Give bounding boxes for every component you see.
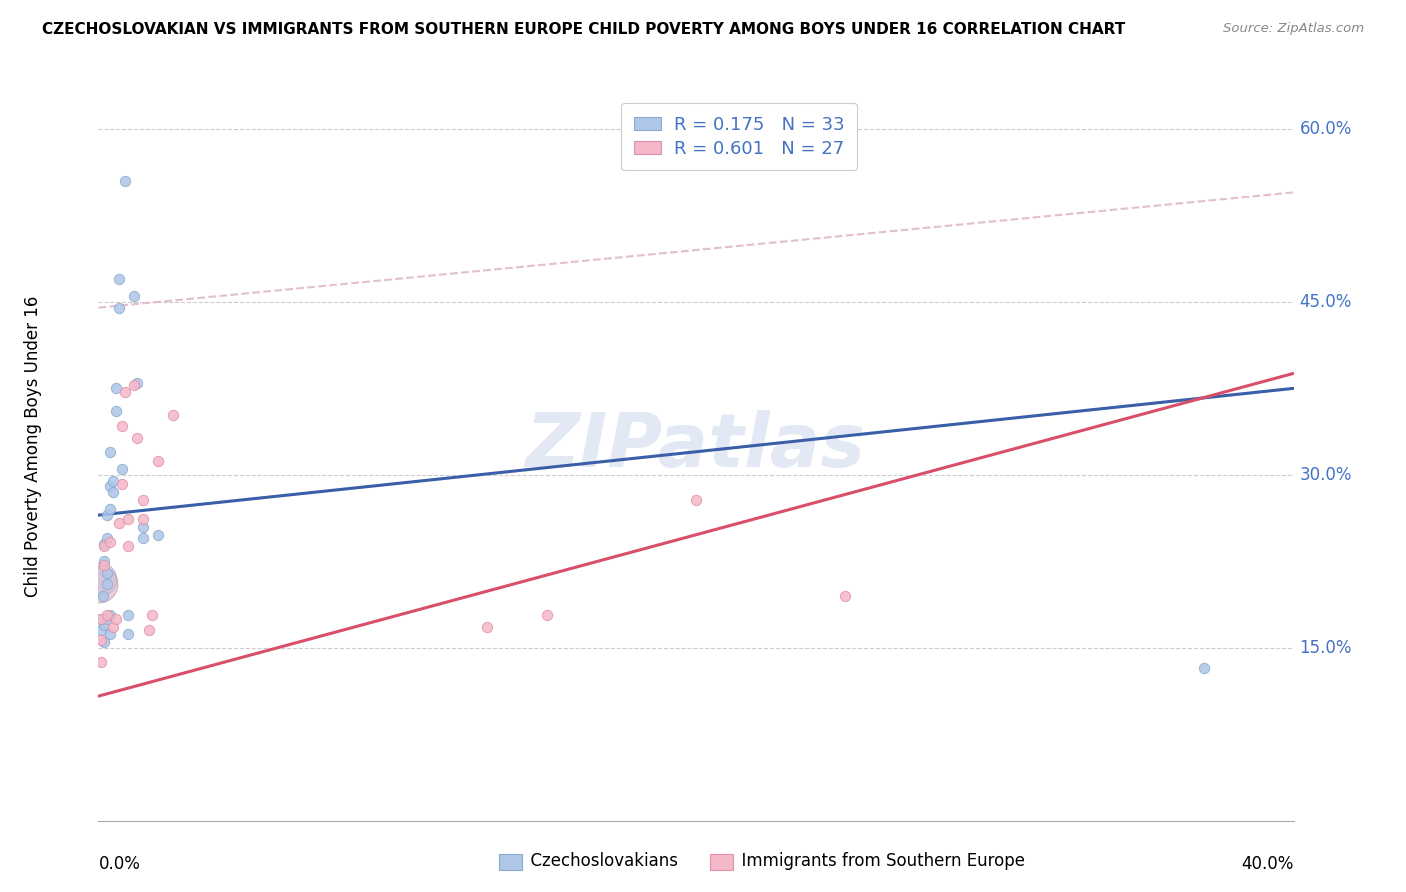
Point xyxy=(834,589,856,603)
Point xyxy=(127,376,149,390)
Point xyxy=(98,479,122,493)
Point xyxy=(124,378,146,392)
Point xyxy=(96,531,118,545)
Point xyxy=(132,519,155,533)
Point xyxy=(90,632,112,647)
Point xyxy=(89,572,111,586)
Point xyxy=(111,477,134,491)
Text: 15.0%: 15.0% xyxy=(1299,639,1353,657)
Point xyxy=(96,566,118,580)
Point xyxy=(98,534,122,549)
Point xyxy=(96,577,118,591)
Point xyxy=(108,301,131,315)
Point xyxy=(117,627,139,641)
Point xyxy=(96,508,118,523)
Text: 40.0%: 40.0% xyxy=(1241,855,1294,873)
Point xyxy=(90,655,112,669)
Point xyxy=(138,624,160,638)
Point xyxy=(105,404,128,418)
Point xyxy=(114,174,136,188)
Point xyxy=(148,528,170,542)
Point xyxy=(103,474,125,488)
Point xyxy=(98,502,122,516)
Point xyxy=(108,516,131,531)
Point xyxy=(117,539,139,553)
Point xyxy=(108,272,131,286)
Text: Child Poverty Among Boys Under 16: Child Poverty Among Boys Under 16 xyxy=(24,295,42,597)
Point xyxy=(117,511,139,525)
Point xyxy=(91,589,114,603)
Point xyxy=(105,381,128,395)
Point xyxy=(475,620,498,634)
Text: CZECHOSLOVAKIAN VS IMMIGRANTS FROM SOUTHERN EUROPE CHILD POVERTY AMONG BOYS UNDE: CZECHOSLOVAKIAN VS IMMIGRANTS FROM SOUTH… xyxy=(42,22,1125,37)
Point xyxy=(93,537,115,551)
Point xyxy=(96,612,118,626)
Point xyxy=(93,554,115,568)
Point xyxy=(132,511,155,525)
Point xyxy=(117,608,139,623)
Point xyxy=(103,485,125,500)
Text: Source: ZipAtlas.com: Source: ZipAtlas.com xyxy=(1223,22,1364,36)
Point xyxy=(536,608,558,623)
Point xyxy=(89,577,111,591)
Point xyxy=(148,454,170,468)
Point xyxy=(90,612,112,626)
Point xyxy=(93,558,115,572)
Point xyxy=(124,289,146,303)
Point xyxy=(132,493,155,508)
Point xyxy=(98,444,122,458)
Point xyxy=(111,419,134,434)
Point xyxy=(90,612,112,626)
Text: Immigrants from Southern Europe: Immigrants from Southern Europe xyxy=(731,852,1025,870)
Point xyxy=(685,493,707,508)
Point xyxy=(93,617,115,632)
Point xyxy=(93,635,115,649)
Point xyxy=(90,624,112,638)
Legend: R = 0.175   N = 33, R = 0.601   N = 27: R = 0.175 N = 33, R = 0.601 N = 27 xyxy=(621,103,858,170)
Text: 0.0%: 0.0% xyxy=(98,855,141,873)
Point xyxy=(127,431,149,445)
Point xyxy=(98,608,122,623)
Point xyxy=(93,539,115,553)
Text: 45.0%: 45.0% xyxy=(1299,293,1353,311)
Point xyxy=(132,531,155,545)
Text: Czechoslovakians: Czechoslovakians xyxy=(520,852,678,870)
Point xyxy=(141,608,163,623)
Point xyxy=(98,627,122,641)
Point xyxy=(114,384,136,399)
Point xyxy=(103,620,125,634)
Point xyxy=(162,408,184,422)
Text: 60.0%: 60.0% xyxy=(1299,120,1353,138)
Text: 30.0%: 30.0% xyxy=(1299,466,1353,483)
Point xyxy=(111,462,134,476)
Point xyxy=(96,608,118,623)
Point xyxy=(105,612,128,626)
Point xyxy=(1192,661,1215,675)
Text: ZIPatlas: ZIPatlas xyxy=(526,409,866,483)
